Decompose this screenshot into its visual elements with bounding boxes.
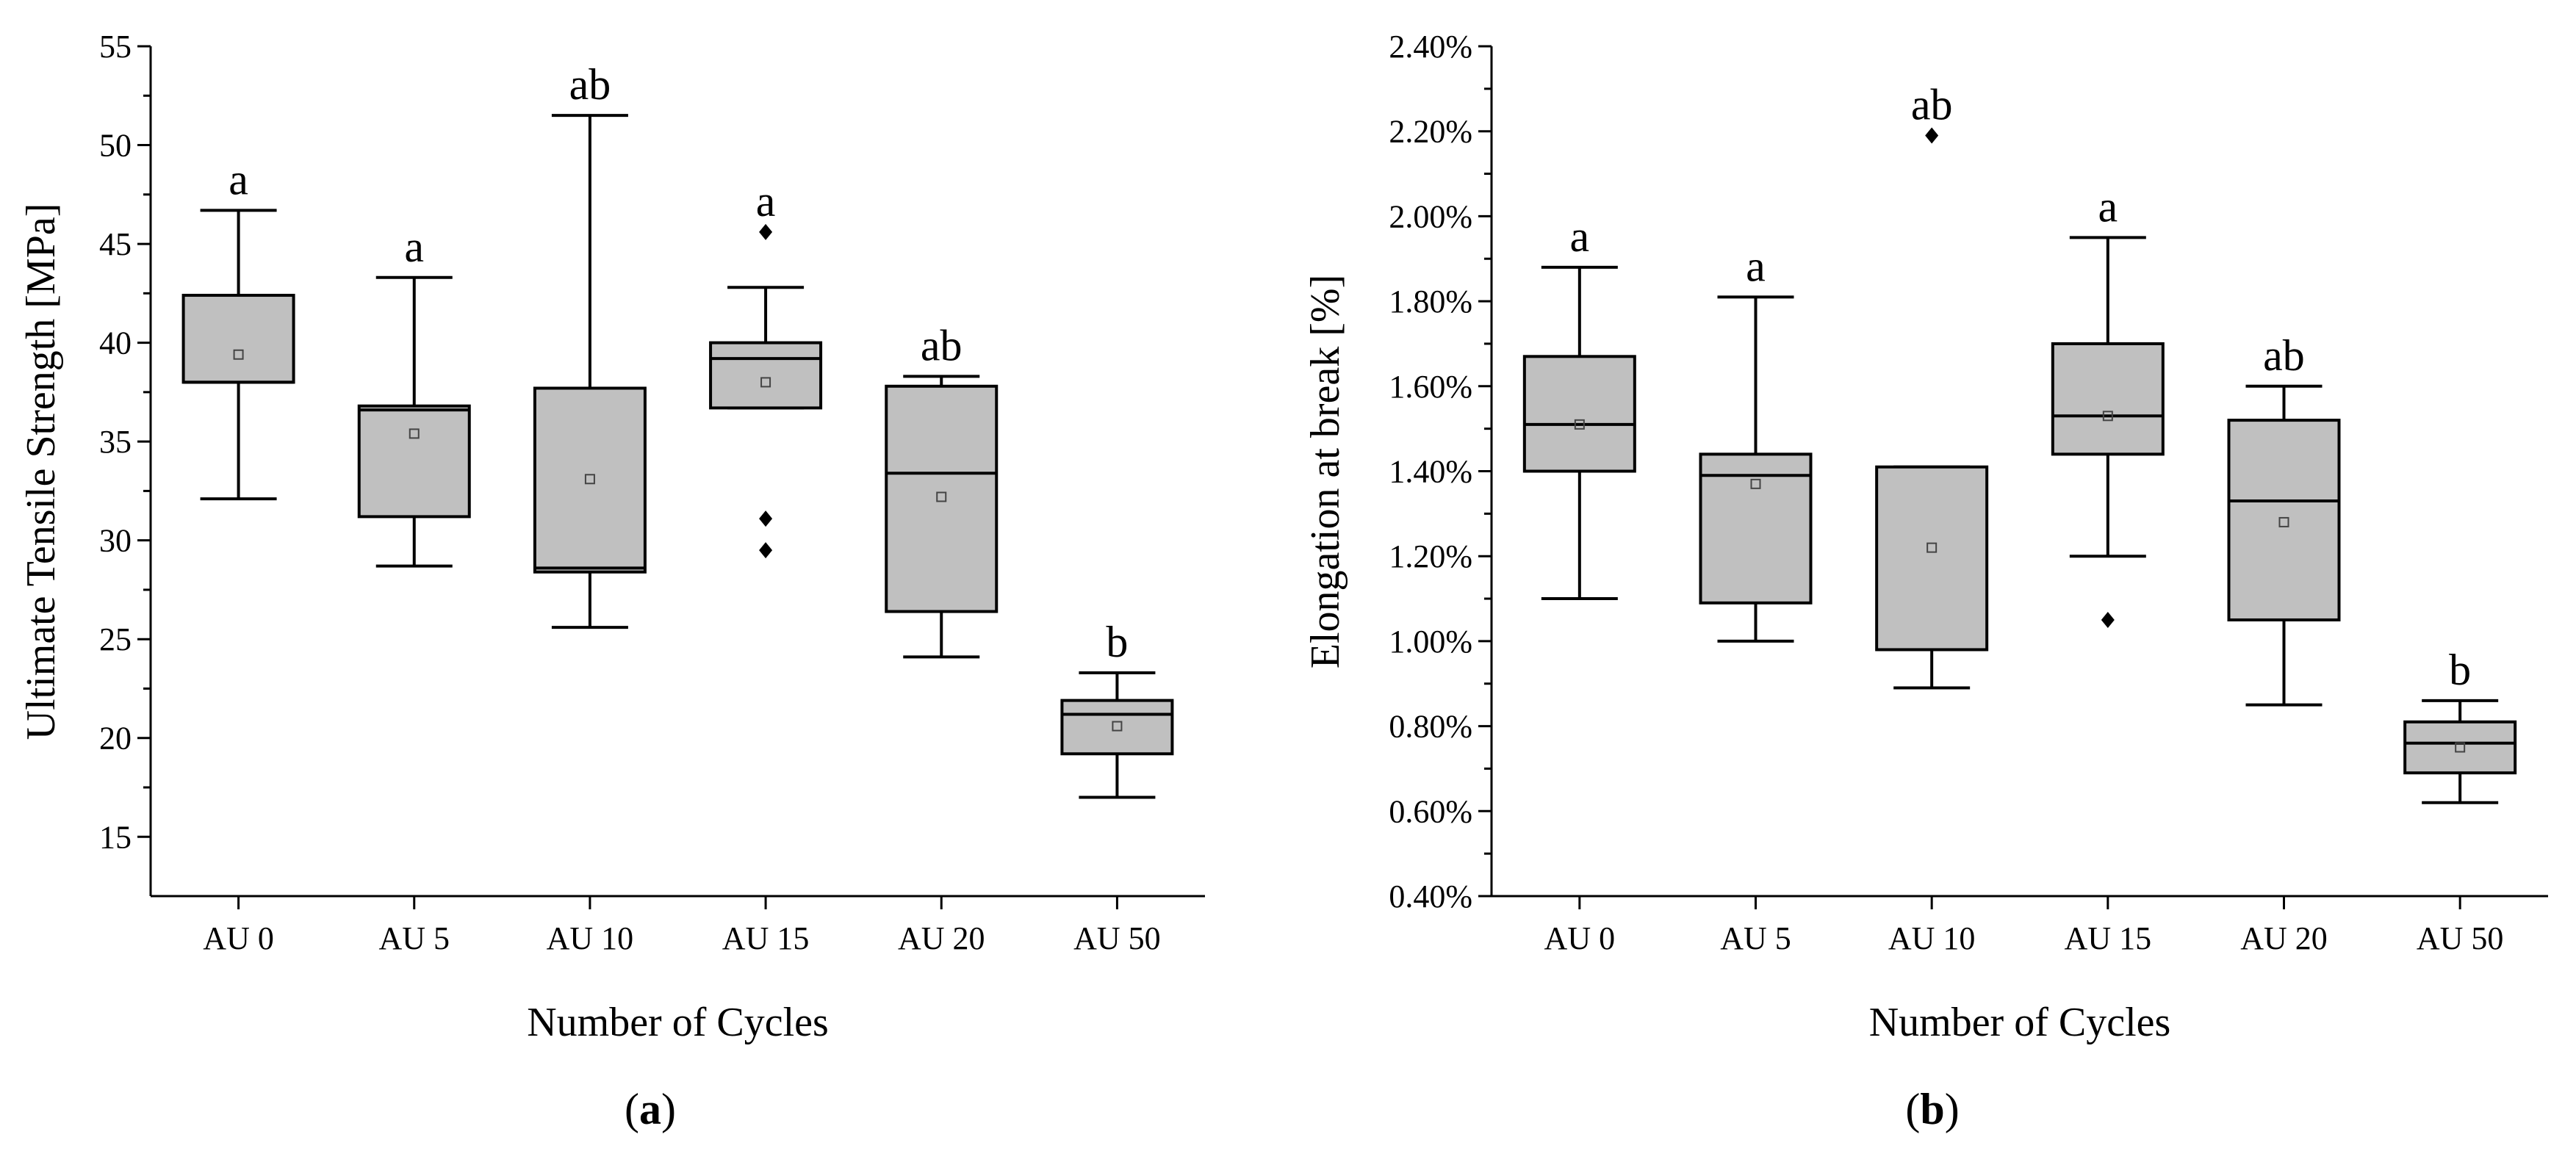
x-tick-label: AU 0 [203,920,274,956]
iqr-box [1060,699,1174,756]
group-letter: b [2449,646,2471,694]
box-au-20: ab [885,321,999,659]
outlier-point [759,510,773,527]
y-tick-label: 20 [99,721,132,757]
mean-marker [233,349,244,360]
mean-marker [936,491,947,502]
group-letter: b [1106,618,1128,666]
mean-marker [409,428,420,439]
iqr-box [2227,419,2341,621]
y-tick-label: 2.40% [1389,29,1472,65]
x-tick-label: AU 20 [898,920,985,956]
iqr-box [709,341,823,410]
box-au-10: ab [1875,80,1989,690]
y-tick-label: 30 [99,523,132,559]
y-tick-label: 55 [99,29,132,65]
x-tick-label: AU 50 [1073,920,1161,956]
iqr-box [533,386,647,574]
y-tick-label: 1.60% [1389,369,1472,405]
y-tick-label: 35 [99,424,132,460]
box-au-15: a [2051,182,2165,628]
x-tick-label: AU 20 [2240,920,2328,956]
x-tick-label: AU 5 [378,920,450,956]
y-tick-label: 2.00% [1389,198,1472,234]
box-au-50: b [2403,646,2517,804]
y-axis-title: Ultimate Tensile Strength [MPa] [18,203,64,740]
iqr-box [181,294,295,384]
mean-marker [2102,411,2113,422]
box-au-50: b [1060,618,1174,799]
x-axis-title: Number of Cycles [527,1000,829,1045]
x-tick-label: AU 15 [2065,920,2152,956]
panel-a: 15 20 25 30 35 40 45 50 55 AU 0 AU 5 AU 10 AU 15 AU 2… [18,29,1205,1133]
iqr-box [1875,465,1989,652]
panel-b: 0.40% 0.60% 0.80% 1.00% 1.20% 1.40% 1.60% 1.80%… [1303,29,2548,1133]
iqr-box [1522,355,1636,473]
group-letter: a [229,155,248,203]
mean-marker [1574,419,1585,430]
group-letter: ab [2263,331,2305,380]
box-au-0: a [181,155,295,501]
box-au-10: ab [533,60,647,629]
iqr-box [2403,720,2517,775]
y-tick-label: 0.80% [1389,709,1472,745]
y-tick-label: 45 [99,226,132,262]
caption-close-paren: ) [661,1085,676,1133]
group-letter: a [756,177,776,225]
group-letter: a [1746,242,1766,290]
x-axis-title: Number of Cycles [1869,1000,2171,1045]
outlier-point [2101,611,2115,628]
outlier-point [759,223,773,240]
outlier-point [759,542,773,559]
iqr-box [357,404,471,519]
iqr-box [2051,342,2165,456]
box-au-0: a [1522,212,1636,601]
box-au-20: ab [2227,331,2341,707]
x-tick-label: AU 5 [1720,920,1791,956]
mean-marker [1112,721,1123,732]
group-letter: a [1570,212,1590,261]
y-tick-label: 50 [99,128,132,164]
box-au-5: a [1699,242,1813,643]
y-tick-label: 0.60% [1389,793,1472,829]
iqr-box [885,384,999,613]
mean-marker [1750,478,1761,489]
y-tick-label: 1.80% [1389,284,1472,320]
y-axis-title: Elongation at break [%] [1303,275,1348,668]
mean-marker [584,474,595,485]
y-tick-label: 15 [99,819,132,855]
y-tick-label: 0.40% [1389,878,1472,914]
group-letter: a [2098,182,2118,231]
mean-marker [1926,542,1938,553]
box-au-5: a [357,223,471,568]
caption-letter: b [1920,1085,1944,1133]
outlier-point [1925,127,1939,144]
x-tick-label: AU 10 [547,920,634,956]
mean-marker [2455,742,2466,753]
mean-marker [760,377,771,388]
caption-letter: a [639,1085,661,1133]
x-tick-label: AU 15 [722,920,810,956]
mean-marker [2278,516,2289,527]
y-tick-label: 1.40% [1389,454,1472,490]
y-tick-label: 40 [99,325,132,361]
panel-caption: (b) [1905,1085,1959,1133]
caption-close-paren: ) [1945,1085,1960,1133]
group-letter: ab [569,60,611,109]
y-tick-label: 2.20% [1389,114,1472,150]
y-tick-label: 1.00% [1389,624,1472,660]
panel-caption: (a) [625,1085,676,1133]
x-tick-label: AU 0 [1544,920,1616,956]
group-letter: a [404,223,424,271]
x-tick-label: AU 10 [1888,920,1976,956]
caption-open-paren: ( [1905,1085,1920,1133]
y-tick-label: 25 [99,621,132,657]
x-tick-label: AU 50 [2417,920,2504,956]
y-tick-label: 1.20% [1389,538,1472,574]
group-letter: ab [921,321,963,369]
group-letter: ab [1911,80,1953,129]
box-au-15: a [709,177,823,559]
caption-open-paren: ( [625,1085,639,1133]
